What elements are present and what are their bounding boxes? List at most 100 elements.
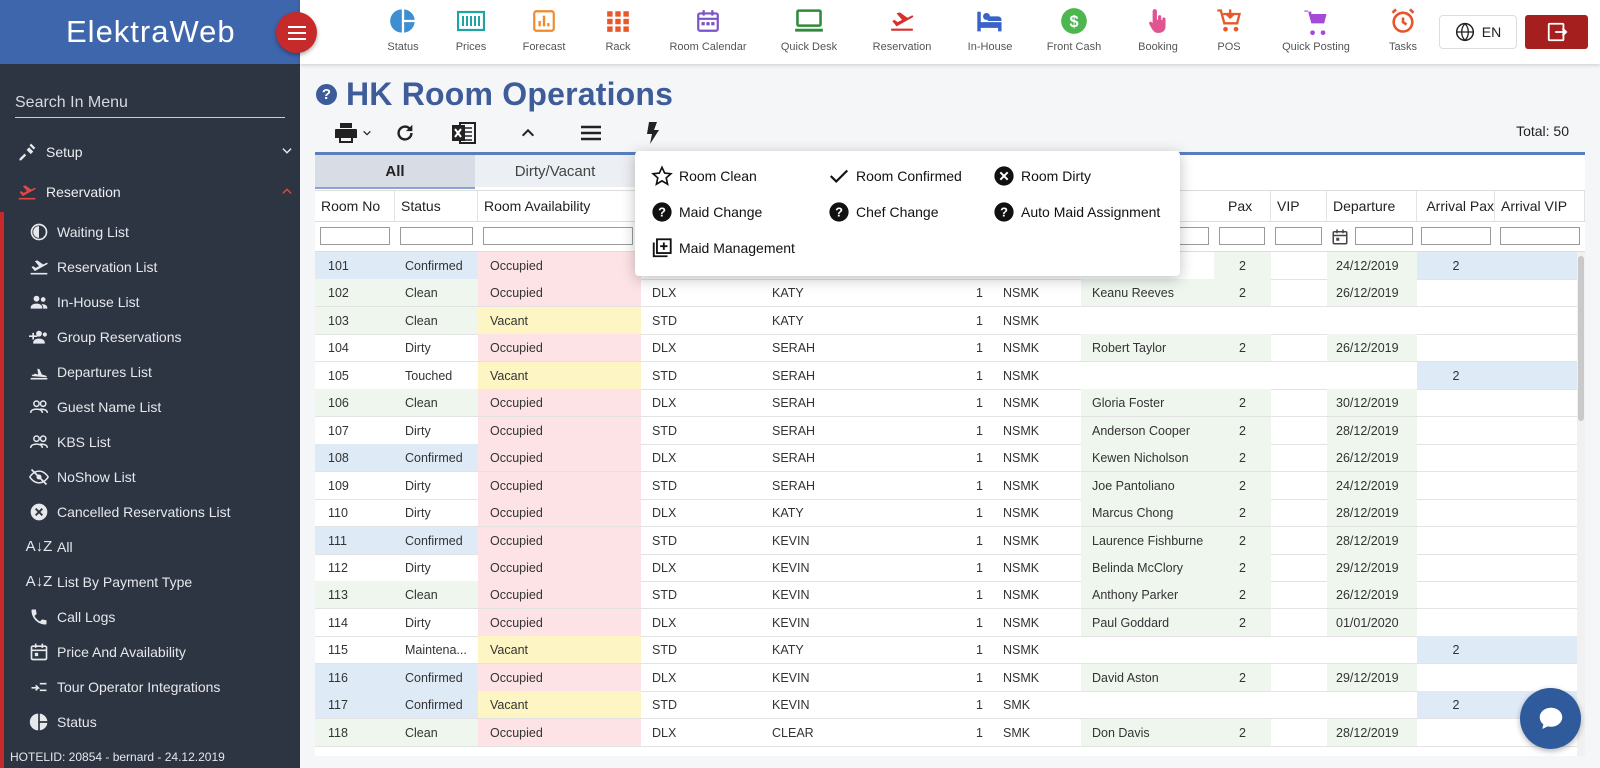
col-header-arrival-pax[interactable]: Arrival Pax bbox=[1417, 191, 1495, 221]
col-header-room-no[interactable]: Room No bbox=[315, 191, 395, 221]
cell-vip bbox=[1271, 664, 1327, 691]
menu-item-maid-management[interactable]: Maid Management bbox=[651, 235, 795, 261]
scrollbar-thumb[interactable] bbox=[1578, 256, 1584, 421]
sidebar-item-group-reservations[interactable]: Group Reservations bbox=[0, 319, 300, 354]
sidebar-item-cancelled-reservations[interactable]: Cancelled Reservations List bbox=[0, 494, 300, 529]
actions-button[interactable] bbox=[642, 118, 664, 148]
filter-availability-input[interactable] bbox=[483, 227, 633, 245]
menu-toggle-button[interactable] bbox=[276, 12, 317, 53]
sidebar-item-kbs-list[interactable]: KBS List bbox=[0, 424, 300, 459]
sidebar-item-all[interactable]: A↓Z All bbox=[0, 529, 300, 564]
table-row[interactable]: 104 Dirty Occupied DLX SERAH 1 NSMK Robert Tayl… bbox=[315, 334, 1577, 362]
cell-arrival-pax bbox=[1417, 581, 1495, 608]
table-row[interactable]: 114 Dirty Occupied DLX KEVIN 1 NSMK Paul Goddar… bbox=[315, 609, 1577, 637]
table-row[interactable]: 107 Dirty Occupied STD SERAH 1 NSMK Anderson Co… bbox=[315, 417, 1577, 445]
sidebar-item-in-house-list[interactable]: In-House List bbox=[0, 284, 300, 319]
tab-all[interactable]: All bbox=[315, 155, 475, 189]
nav-group-setup[interactable]: Setup bbox=[0, 132, 300, 172]
filter-room-no-input[interactable] bbox=[320, 227, 390, 245]
date-picker-icon[interactable] bbox=[1331, 227, 1351, 247]
menu-item-auto-maid-assignment[interactable]: ? Auto Maid Assignment bbox=[993, 199, 1160, 225]
table-row[interactable]: 106 Clean Occupied DLX SERAH 1 NSMK Gloria Fost… bbox=[315, 389, 1577, 417]
table-row[interactable]: 105 Touched Vacant STD SERAH 1 NSMK 2 bbox=[315, 362, 1577, 390]
table-row[interactable]: 116 Confirmed Occupied DLX KEVIN 1 NSMK David A… bbox=[315, 664, 1577, 692]
col-header-status[interactable]: Status bbox=[395, 191, 478, 221]
topbar-reservation[interactable]: Reservation bbox=[862, 4, 942, 53]
menu-item-chef-change[interactable]: ? Chef Change bbox=[828, 199, 939, 225]
help-icon[interactable]: ? bbox=[316, 84, 337, 105]
nav-group-reservation[interactable]: Reservation bbox=[0, 172, 300, 212]
table-row[interactable]: 109 Dirty Occupied STD SERAH 1 NSMK Joe Pantoli… bbox=[315, 472, 1577, 500]
col-header-departure[interactable]: Departure bbox=[1327, 191, 1417, 221]
topbar-front-cash[interactable]: $ Front Cash bbox=[1034, 4, 1114, 53]
chat-button[interactable] bbox=[1520, 688, 1581, 749]
refresh-button[interactable] bbox=[392, 118, 418, 148]
filter-departure-input[interactable] bbox=[1355, 227, 1413, 245]
topbar-forecast[interactable]: Forecast bbox=[504, 4, 584, 53]
collapse-button[interactable] bbox=[516, 118, 540, 148]
col-header-availability[interactable]: Room Availability bbox=[478, 191, 641, 221]
cell-arrival-vip bbox=[1495, 554, 1577, 581]
tab-dirty-vacant[interactable]: Dirty/Vacant bbox=[475, 155, 635, 189]
table-row[interactable]: 118 Clean Occupied DLX CLEAR 1 SMK Don Davis 2 28… bbox=[315, 719, 1577, 747]
cell-pax: 2 bbox=[1214, 609, 1271, 636]
table-row[interactable]: 111 Confirmed Occupied STD KEVIN 1 NSMK Laurenc… bbox=[315, 527, 1577, 555]
menu-item-room-dirty[interactable]: Room Dirty bbox=[993, 163, 1091, 189]
col-header-pax[interactable]: Pax bbox=[1214, 191, 1271, 221]
sidebar-item-price-and-availability[interactable]: Price And Availability bbox=[0, 634, 300, 669]
sidebar-item-status[interactable]: Status bbox=[0, 704, 300, 739]
columns-menu-button[interactable] bbox=[578, 118, 604, 148]
sidebar-item-departures-list[interactable]: Departures List bbox=[0, 354, 300, 389]
cell-departure: 24/12/2019 bbox=[1327, 472, 1417, 499]
sidebar-item-waiting-list[interactable]: Waiting List bbox=[0, 214, 300, 249]
cell-vip bbox=[1271, 636, 1327, 663]
print-button[interactable] bbox=[330, 118, 376, 148]
table-row[interactable]: 102 Clean Occupied DLX KATY 1 NSMK Keanu Reeves… bbox=[315, 279, 1577, 307]
table-row[interactable]: 110 Dirty Occupied DLX KATY 1 NSMK Marcus Chong… bbox=[315, 499, 1577, 527]
sidebar-item-reservation-list[interactable]: Reservation List bbox=[0, 249, 300, 284]
excel-export-button[interactable] bbox=[450, 118, 478, 148]
cell-vip bbox=[1271, 307, 1327, 334]
topbar-quick-desk[interactable]: Quick Desk bbox=[769, 4, 849, 53]
filter-arrival-pax-input[interactable] bbox=[1421, 227, 1491, 245]
sidebar-item-tour-operator-integrations[interactable]: Tour Operator Integrations bbox=[0, 669, 300, 704]
cell-arrival-vip bbox=[1495, 252, 1577, 279]
topbar-rack[interactable]: Rack bbox=[578, 4, 658, 53]
grid-scrollbar[interactable] bbox=[1577, 252, 1585, 756]
sidebar-item-list-by-payment-type[interactable]: A↓Z List By Payment Type bbox=[0, 564, 300, 599]
table-row[interactable]: 113 Clean Occupied STD KEVIN 1 NSMK Anthony Par… bbox=[315, 581, 1577, 609]
language-button[interactable]: EN bbox=[1439, 15, 1517, 49]
table-row[interactable]: 108 Confirmed Occupied DLX SERAH 1 NSMK Kewen N… bbox=[315, 444, 1577, 472]
topbar-quick-posting[interactable]: Quick Posting bbox=[1276, 4, 1356, 53]
menu-item-room-clean[interactable]: Room Clean bbox=[651, 163, 757, 189]
table-row[interactable]: 101 Confirmed Occupied 2 24/12/2019 2 bbox=[315, 252, 1577, 280]
cell-guest-name: Paul Goddard bbox=[1081, 609, 1214, 636]
topbar-in-house[interactable]: In-House bbox=[950, 4, 1030, 53]
menu-item-room-confirmed[interactable]: Room Confirmed bbox=[828, 163, 962, 189]
topbar-tasks[interactable]: Tasks bbox=[1363, 4, 1443, 53]
col-header-vip[interactable]: VIP bbox=[1271, 191, 1327, 221]
logout-button[interactable] bbox=[1525, 15, 1588, 49]
cell-room-type: STD bbox=[652, 368, 677, 383]
sidebar-item-noshow-list[interactable]: NoShow List bbox=[0, 459, 300, 494]
col-header-arrival-vip[interactable]: Arrival VIP bbox=[1495, 191, 1585, 221]
menu-item-maid-change[interactable]: ? Maid Change bbox=[651, 199, 762, 225]
total-label: Total: bbox=[1516, 123, 1550, 139]
sidebar-item-guest-name-list[interactable]: Guest Name List bbox=[0, 389, 300, 424]
table-row[interactable]: 112 Dirty Occupied DLX KEVIN 1 NSMK Belinda McC… bbox=[315, 554, 1577, 582]
filter-vip-input[interactable] bbox=[1275, 227, 1322, 245]
topbar-prices[interactable]: Prices bbox=[431, 4, 511, 53]
filter-arrival-vip-input[interactable] bbox=[1500, 227, 1580, 245]
topbar-status[interactable]: Status bbox=[363, 4, 443, 53]
sidebar-item-call-logs[interactable]: Call Logs bbox=[0, 599, 300, 634]
topbar-pos[interactable]: POS bbox=[1189, 4, 1269, 53]
table-row[interactable]: 115 Maintena... Vacant STD KATY 1 NSMK 2 bbox=[315, 636, 1577, 664]
topbar-booking[interactable]: Booking bbox=[1118, 4, 1198, 53]
search-menu-input[interactable] bbox=[15, 94, 285, 112]
filter-pax-input[interactable] bbox=[1219, 227, 1265, 245]
table-row[interactable]: 117 Confirmed Vacant STD KEVIN 1 SMK 2 bbox=[315, 691, 1577, 719]
filter-status-input[interactable] bbox=[400, 227, 473, 245]
cell-smoking: NSMK bbox=[1003, 313, 1040, 328]
table-row[interactable]: 103 Clean Vacant STD KATY 1 NSMK bbox=[315, 307, 1577, 335]
topbar-room-calendar[interactable]: Room Calendar bbox=[668, 4, 748, 53]
